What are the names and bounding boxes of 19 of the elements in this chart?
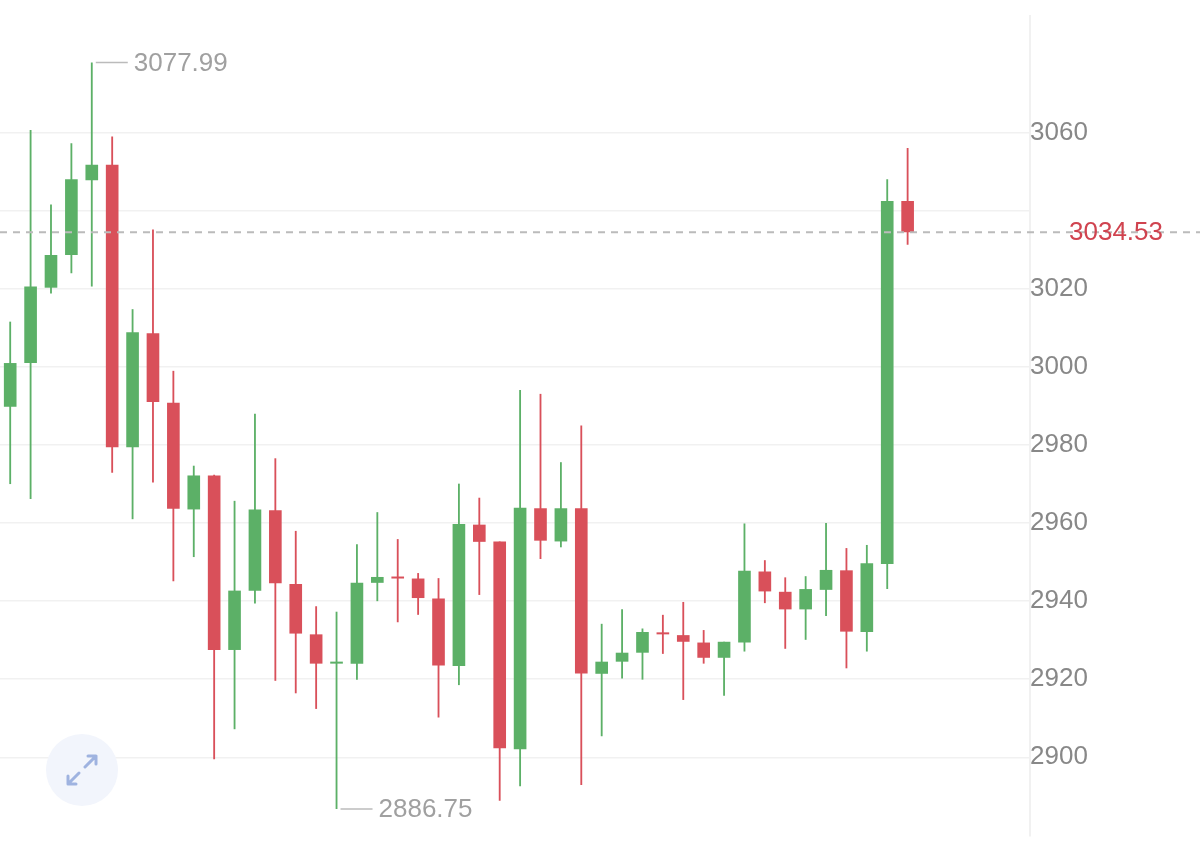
- annotation: 3077.99: [133, 46, 228, 77]
- y-tick-label: 3000: [1030, 350, 1088, 381]
- y-tick-label: 3060: [1030, 115, 1088, 146]
- candlestick: [656, 614, 670, 654]
- candlestick: [472, 497, 486, 595]
- annotation: 2886.75: [378, 793, 473, 824]
- candlestick: [371, 512, 384, 602]
- y-tick-label: 2980: [1030, 428, 1088, 459]
- candlestick: [676, 601, 690, 700]
- candlestick: [595, 623, 609, 737]
- y-tick-label: 2960: [1030, 506, 1088, 537]
- ref-line-label: 3034.53: [1069, 216, 1163, 247]
- candlestick: [85, 62, 99, 287]
- y-tick-label: 2920: [1030, 662, 1088, 693]
- candlestick: [615, 609, 629, 679]
- y-tick-label: 2900: [1030, 740, 1088, 771]
- candlestick: [391, 539, 405, 623]
- y-tick-label: 2940: [1030, 584, 1088, 615]
- y-tick-label: 3020: [1030, 272, 1088, 303]
